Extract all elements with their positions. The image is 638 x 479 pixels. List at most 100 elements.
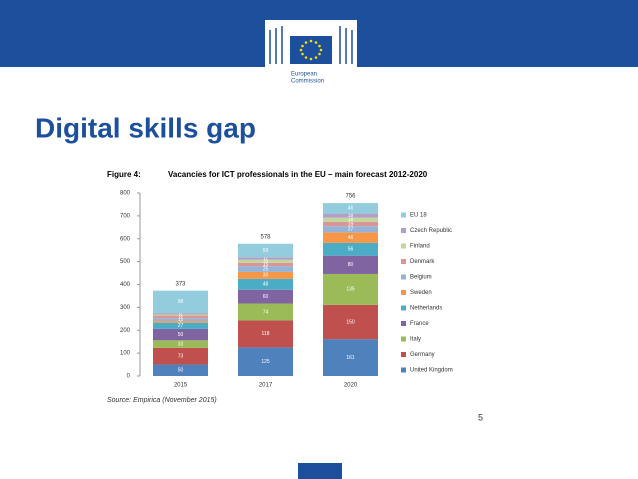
y-tick-label: 300 (120, 305, 131, 311)
value-label: 50 (178, 332, 184, 338)
total-label: 756 (345, 194, 356, 200)
value-label: 56 (348, 247, 354, 253)
bar-segment (238, 243, 293, 258)
bar-segment (238, 262, 293, 267)
bar-segment (153, 328, 208, 341)
legend-label: Denmark (410, 259, 435, 265)
bar-segment (153, 364, 208, 376)
y-tick-label: 400 (120, 282, 131, 288)
bar-segment (153, 313, 208, 315)
y-tick-label: 0 (127, 374, 131, 380)
value-label: 19 (348, 221, 354, 227)
value-label: 27 (178, 323, 184, 329)
logo-text: European (291, 72, 317, 78)
y-tick-label: 200 (120, 328, 131, 334)
value-label: 150 (346, 319, 355, 325)
bar-segment (153, 315, 208, 319)
total-label: 373 (175, 281, 186, 287)
legend-swatch (401, 290, 406, 295)
value-label: 27 (348, 227, 354, 233)
logo-text: Commission (291, 79, 324, 85)
bar-segment (238, 278, 293, 290)
legend-swatch (401, 228, 406, 233)
bar-segment (323, 226, 378, 233)
y-tick-label: 100 (120, 351, 131, 357)
bar-segment (323, 203, 378, 214)
value-label: 7 (179, 319, 182, 325)
value-label: 60 (263, 294, 269, 300)
legend-swatch (401, 321, 406, 326)
legend-swatch (401, 212, 406, 218)
y-tick-label: 500 (120, 259, 131, 265)
x-tick-label: 2015 (174, 383, 188, 389)
legend-label: Belgium (410, 275, 432, 281)
legend-swatch (401, 352, 406, 357)
value-label: 18 (348, 213, 354, 219)
legend-label: Italy (410, 337, 421, 343)
chart-title: Vacancies for ICT professionals in the E… (168, 170, 428, 179)
bar-segment (238, 259, 293, 263)
value-label: 12 (178, 317, 184, 323)
value-label: 48 (263, 282, 269, 288)
value-label: 15 (263, 262, 269, 268)
value-label: 12 (178, 314, 184, 320)
value-label: 25 (263, 266, 269, 272)
bar-segment (238, 303, 293, 321)
value-label: 6 (179, 311, 182, 317)
bar-segment (323, 304, 378, 340)
value-label: 5 (179, 312, 182, 318)
bar-segment (153, 347, 208, 365)
bar-segment (323, 242, 378, 256)
legend-label: Czech Republic (410, 228, 452, 234)
value-label: 74 (263, 309, 269, 315)
legend-label: EU 18 (410, 213, 427, 219)
value-label: 13 (263, 259, 269, 265)
legend-swatch (401, 305, 406, 311)
bar-segment (323, 232, 378, 243)
source: Source: Empirica (November 2015) (107, 397, 217, 404)
legend-label: United Kingdom (410, 368, 453, 374)
value-label: 18 (348, 217, 354, 223)
value-label: 33 (178, 341, 184, 347)
legend-swatch (401, 274, 406, 280)
bar-segment (238, 266, 293, 272)
eu-logo (265, 20, 357, 68)
value-label: 80 (348, 262, 354, 268)
legend-swatch (401, 367, 406, 373)
bar-segment (323, 217, 378, 222)
page-number: 5 (478, 412, 483, 422)
bar-segment (323, 255, 378, 274)
bar-segment (323, 221, 378, 227)
bar-segment (238, 289, 293, 304)
x-tick-label: 2017 (259, 383, 273, 389)
value-label: 46 (348, 235, 354, 241)
legend-swatch (401, 336, 406, 342)
bar-segment (238, 271, 293, 279)
legend-label: Netherlands (410, 306, 442, 312)
legend-swatch (401, 259, 406, 264)
bar-segment (323, 273, 378, 305)
figure-label: Figure 4: (107, 170, 141, 179)
legend-label: Germany (410, 352, 435, 358)
value-label: 30 (263, 273, 269, 279)
value-label: 50 (178, 368, 184, 374)
bar-segment (323, 339, 378, 376)
footer-block (298, 463, 342, 479)
legend-label: Sweden (410, 290, 432, 296)
legend-label: France (410, 321, 429, 327)
legend-swatch (401, 243, 406, 249)
value-label: 11 (263, 256, 268, 262)
y-tick-label: 800 (120, 191, 131, 197)
bar-segment (238, 257, 293, 260)
value-label: 125 (261, 359, 270, 365)
bar-segment (323, 213, 378, 218)
bar-segment (153, 290, 208, 314)
value-label: 59 (263, 248, 269, 254)
y-tick-label: 600 (120, 236, 131, 242)
x-tick-label: 2020 (344, 383, 358, 389)
value-label: 98 (178, 299, 184, 305)
y-tick-label: 700 (120, 213, 131, 219)
value-label: 161 (346, 355, 355, 361)
